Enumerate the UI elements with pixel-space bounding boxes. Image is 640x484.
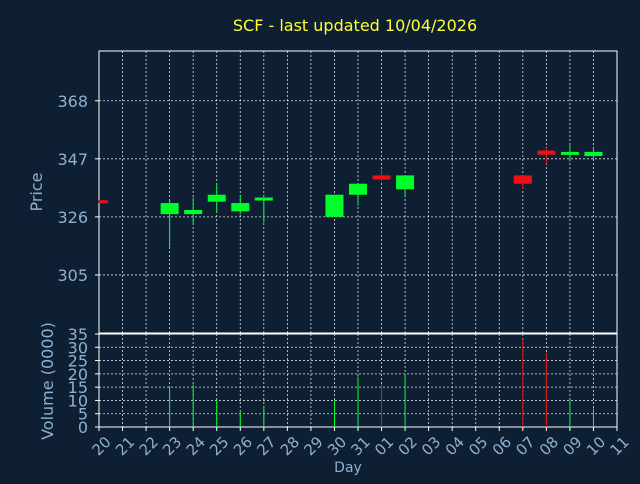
x-axis-label: Day	[334, 460, 362, 476]
candle-body	[560, 151, 579, 155]
volume-axis-label: Volume (0000)	[38, 322, 57, 440]
x-tick-label: 10	[583, 433, 609, 459]
x-tick-label: 06	[489, 433, 515, 459]
x-tick-label: 01	[371, 433, 397, 459]
chart-title: SCF - last updated 10/04/2026	[233, 16, 477, 35]
x-tick-label: 07	[512, 433, 538, 459]
volume-tick-label: 35	[68, 325, 88, 344]
x-tick-label: 23	[159, 433, 185, 459]
volume-tick-label: 30	[68, 338, 88, 357]
price-axis-label: Price	[27, 172, 46, 211]
x-tick-label: 02	[395, 433, 421, 459]
candle-body	[513, 175, 532, 184]
volume-tick-label: 5	[78, 405, 88, 424]
candle-body	[349, 183, 367, 195]
candle-body	[372, 175, 391, 180]
price-tick-label: 305	[57, 266, 88, 285]
x-tick-label: 29	[300, 433, 326, 459]
x-tick-label: 11	[607, 433, 633, 459]
x-tick-label: 24	[183, 433, 209, 459]
x-axis: 2021222324252627282930310102030405060708…	[89, 427, 633, 459]
x-tick-label: 20	[89, 433, 115, 459]
volume-tick-label: 0	[78, 418, 88, 437]
volume-tick-label: 25	[68, 352, 88, 371]
candle-body	[325, 194, 344, 217]
volume-tick-label: 15	[68, 378, 88, 397]
candle-body	[537, 150, 556, 155]
candle-body	[207, 194, 226, 202]
price-panel: 305 326 347 368	[57, 50, 618, 334]
volume-tick-label: 10	[68, 391, 88, 410]
price-tick-label: 326	[57, 208, 88, 227]
price-tick-label: 347	[57, 150, 88, 169]
x-tick-label: 22	[136, 433, 162, 459]
candle-body	[160, 203, 179, 215]
candle-body	[584, 151, 603, 157]
x-tick-label: 25	[206, 433, 232, 459]
candle-body	[99, 200, 108, 204]
x-tick-label: 08	[536, 433, 562, 459]
x-tick-label: 05	[465, 433, 491, 459]
x-tick-label: 26	[230, 433, 256, 459]
x-tick-label: 03	[418, 433, 444, 459]
price-tick-label: 368	[57, 92, 88, 111]
candle-body	[184, 209, 203, 215]
x-tick-label: 09	[559, 433, 585, 459]
candle-body	[254, 197, 273, 201]
volume-tick-label: 20	[68, 365, 88, 384]
x-tick-label: 27	[253, 433, 279, 459]
x-tick-label: 21	[112, 433, 138, 459]
candle-body	[231, 203, 250, 212]
candle-body	[396, 175, 415, 190]
x-tick-label: 31	[348, 433, 374, 459]
x-tick-label: 28	[277, 433, 303, 459]
x-tick-label: 04	[442, 433, 468, 459]
x-tick-label: 30	[324, 433, 350, 459]
